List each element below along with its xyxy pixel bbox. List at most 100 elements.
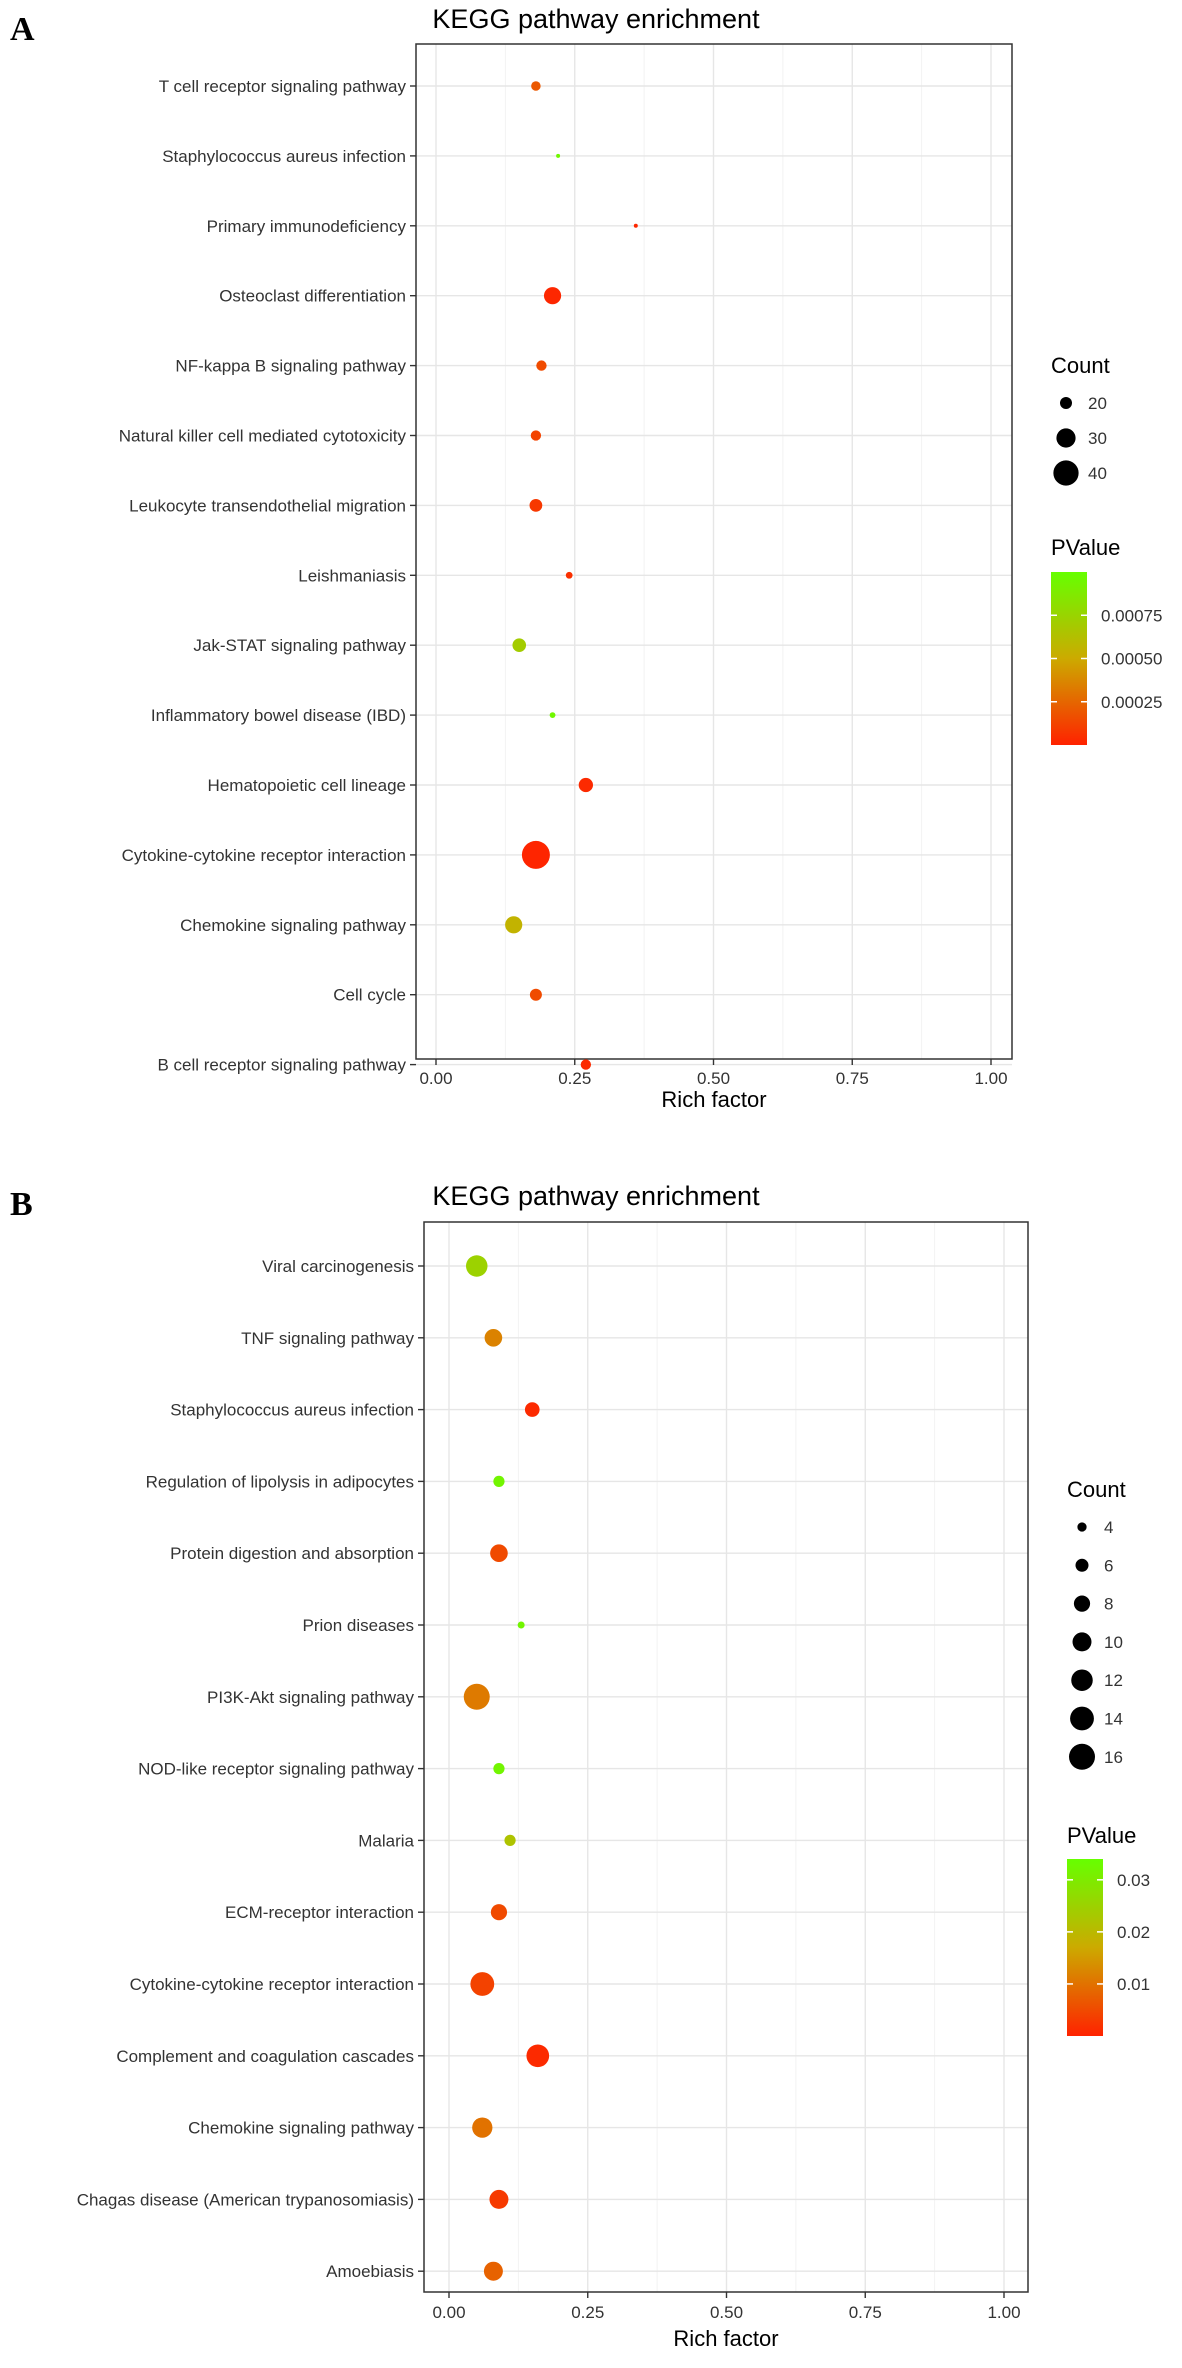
data-point: [521, 840, 550, 869]
count-legend-key: [1071, 1669, 1093, 1691]
x-tick-label: 0.75: [849, 2303, 882, 2322]
x-tick-label: 0.75: [836, 1069, 869, 1088]
data-point: [565, 571, 573, 579]
y-tick-label: PI3K-Akt signaling pathway: [207, 1688, 414, 1707]
y-tick-label: Staphylococcus aureus infection: [170, 1401, 414, 1420]
panel-b-title: KEGG pathway enrichment: [432, 1181, 760, 1211]
panel-a-points: [505, 81, 638, 1070]
y-tick-label: Cytokine-cytokine receptor interaction: [130, 1975, 414, 1994]
y-tick-label: Jak-STAT signaling pathway: [193, 636, 406, 655]
data-point: [490, 1544, 508, 1563]
y-tick-label: Hematopoietic cell lineage: [208, 776, 406, 795]
panel-a-gridlines: [416, 44, 1012, 1066]
panel-b: B KEGG pathway enrichment Viral carcinog…: [10, 1181, 1150, 2351]
x-tick-label: 0.25: [558, 1069, 591, 1088]
x-tick-label: 0.00: [419, 1069, 452, 1088]
count-legend-key: [1077, 1522, 1087, 1532]
count-legend-label: 6: [1104, 1556, 1113, 1575]
data-point: [484, 1328, 503, 1347]
panel-a-y-labels: T cell receptor signaling pathway Staphyl…: [119, 77, 416, 1075]
count-legend-label: 4: [1104, 1518, 1113, 1537]
pvalue-legend-label: 0.03: [1117, 1871, 1150, 1890]
panel-b-pvalue-legend: PValue 0.03 0.02 0.01: [1067, 1823, 1150, 2036]
y-tick-label: B cell receptor signaling pathway: [157, 1056, 406, 1075]
data-point: [504, 1834, 516, 1847]
y-tick-label: Staphylococcus aureus infection: [162, 147, 406, 166]
panel-a-count-legend: Count 20 30 40: [1051, 353, 1110, 486]
data-point: [543, 287, 562, 305]
y-tick-label: Leukocyte transendothelial migration: [129, 496, 406, 515]
y-tick-label: Prion diseases: [302, 1616, 414, 1635]
data-point: [512, 638, 527, 652]
pvalue-legend-label: 0.00025: [1101, 693, 1162, 712]
y-tick-label: T cell receptor signaling pathway: [159, 77, 407, 96]
panel-b-count-legend-title: Count: [1067, 1477, 1126, 1502]
panel-b-x-axis-label: Rich factor: [673, 2326, 778, 2351]
pvalue-legend-label: 0.01: [1117, 1975, 1150, 1994]
data-point: [531, 81, 541, 91]
y-tick-label: TNF signaling pathway: [241, 1329, 414, 1348]
count-legend-key: [1072, 1632, 1092, 1652]
count-legend-key: [1075, 1558, 1089, 1572]
panel-b-points: [463, 1255, 550, 2281]
y-tick-label: Primary immunodeficiency: [207, 217, 407, 236]
panel-b-y-labels: Viral carcinogenesis TNF signaling pathwa…: [77, 1257, 424, 2281]
y-tick-label: ECM-receptor interaction: [225, 1903, 414, 1922]
y-tick-label: Cytokine-cytokine receptor interaction: [122, 846, 406, 865]
y-tick-label: Viral carcinogenesis: [262, 1257, 414, 1276]
data-point: [517, 1621, 525, 1629]
y-tick-label: Chemokine signaling pathway: [188, 2119, 414, 2138]
count-legend-label: 12: [1104, 1671, 1123, 1690]
y-tick-label: Amoebiasis: [326, 2262, 414, 2281]
data-point: [633, 223, 638, 228]
count-legend-label: 30: [1088, 429, 1107, 448]
y-tick-label: Cell cycle: [333, 986, 406, 1005]
count-legend-key: [1073, 1595, 1091, 1612]
panel-b-x-ticks: 0.00 0.25 0.50 0.75 1.00: [432, 2292, 1021, 2322]
data-point: [505, 916, 523, 934]
y-tick-label: Natural killer cell mediated cytotoxicit…: [119, 427, 407, 446]
y-tick-label: Protein digestion and absorption: [170, 1544, 414, 1563]
y-tick-label: Malaria: [358, 1831, 414, 1850]
y-tick-label: Leishmaniasis: [298, 566, 406, 585]
panel-a-x-axis-label: Rich factor: [661, 1087, 766, 1112]
panel-b-gridlines: [424, 1222, 1028, 2292]
y-tick-label: Inflammatory bowel disease (IBD): [151, 706, 406, 725]
data-point: [530, 430, 542, 441]
panel-a-x-ticks: 0.00 0.25 0.50 0.75 1.00: [419, 1059, 1008, 1088]
panel-a-count-legend-title: Count: [1051, 353, 1110, 378]
data-point: [470, 1972, 495, 1996]
data-point: [556, 153, 561, 158]
x-tick-label: 0.00: [432, 2303, 465, 2322]
data-point: [472, 2117, 493, 2138]
panel-a-title: KEGG pathway enrichment: [432, 4, 760, 34]
data-point: [578, 777, 594, 793]
data-point: [580, 1059, 592, 1070]
x-tick-label: 1.00: [987, 2303, 1020, 2322]
panel-b-colorbar: [1067, 1859, 1103, 2036]
y-tick-label: NOD-like receptor signaling pathway: [138, 1760, 414, 1779]
panel-b-pvalue-legend-title: PValue: [1067, 1823, 1136, 1848]
y-tick-label: Regulation of lipolysis in adipocytes: [146, 1472, 414, 1491]
y-tick-label: Complement and coagulation cascades: [116, 2047, 414, 2066]
y-tick-label: NF-kappa B signaling pathway: [175, 357, 406, 376]
x-tick-label: 0.50: [710, 2303, 743, 2322]
data-point: [465, 1255, 488, 1277]
x-tick-label: 0.50: [697, 1069, 730, 1088]
data-point: [463, 1683, 490, 1710]
y-tick-label: Osteoclast differentiation: [219, 287, 406, 306]
data-point: [493, 1475, 505, 1488]
count-legend-label: 8: [1104, 1595, 1113, 1614]
count-legend-label: 20: [1088, 394, 1107, 413]
count-legend-label: 14: [1104, 1710, 1123, 1729]
data-point: [483, 2261, 503, 2281]
data-point: [493, 1762, 505, 1775]
panel-b-letter: B: [10, 1186, 33, 1223]
y-tick-label: Chemokine signaling pathway: [180, 916, 406, 935]
pvalue-legend-label: 0.00075: [1101, 606, 1162, 625]
count-legend-label: 40: [1088, 464, 1107, 483]
panel-b-count-legend: Count 4 6 8 10 12 14 16: [1067, 1477, 1126, 1770]
count-legend-key: [1053, 460, 1079, 486]
pvalue-legend-label: 0.02: [1117, 1923, 1150, 1942]
